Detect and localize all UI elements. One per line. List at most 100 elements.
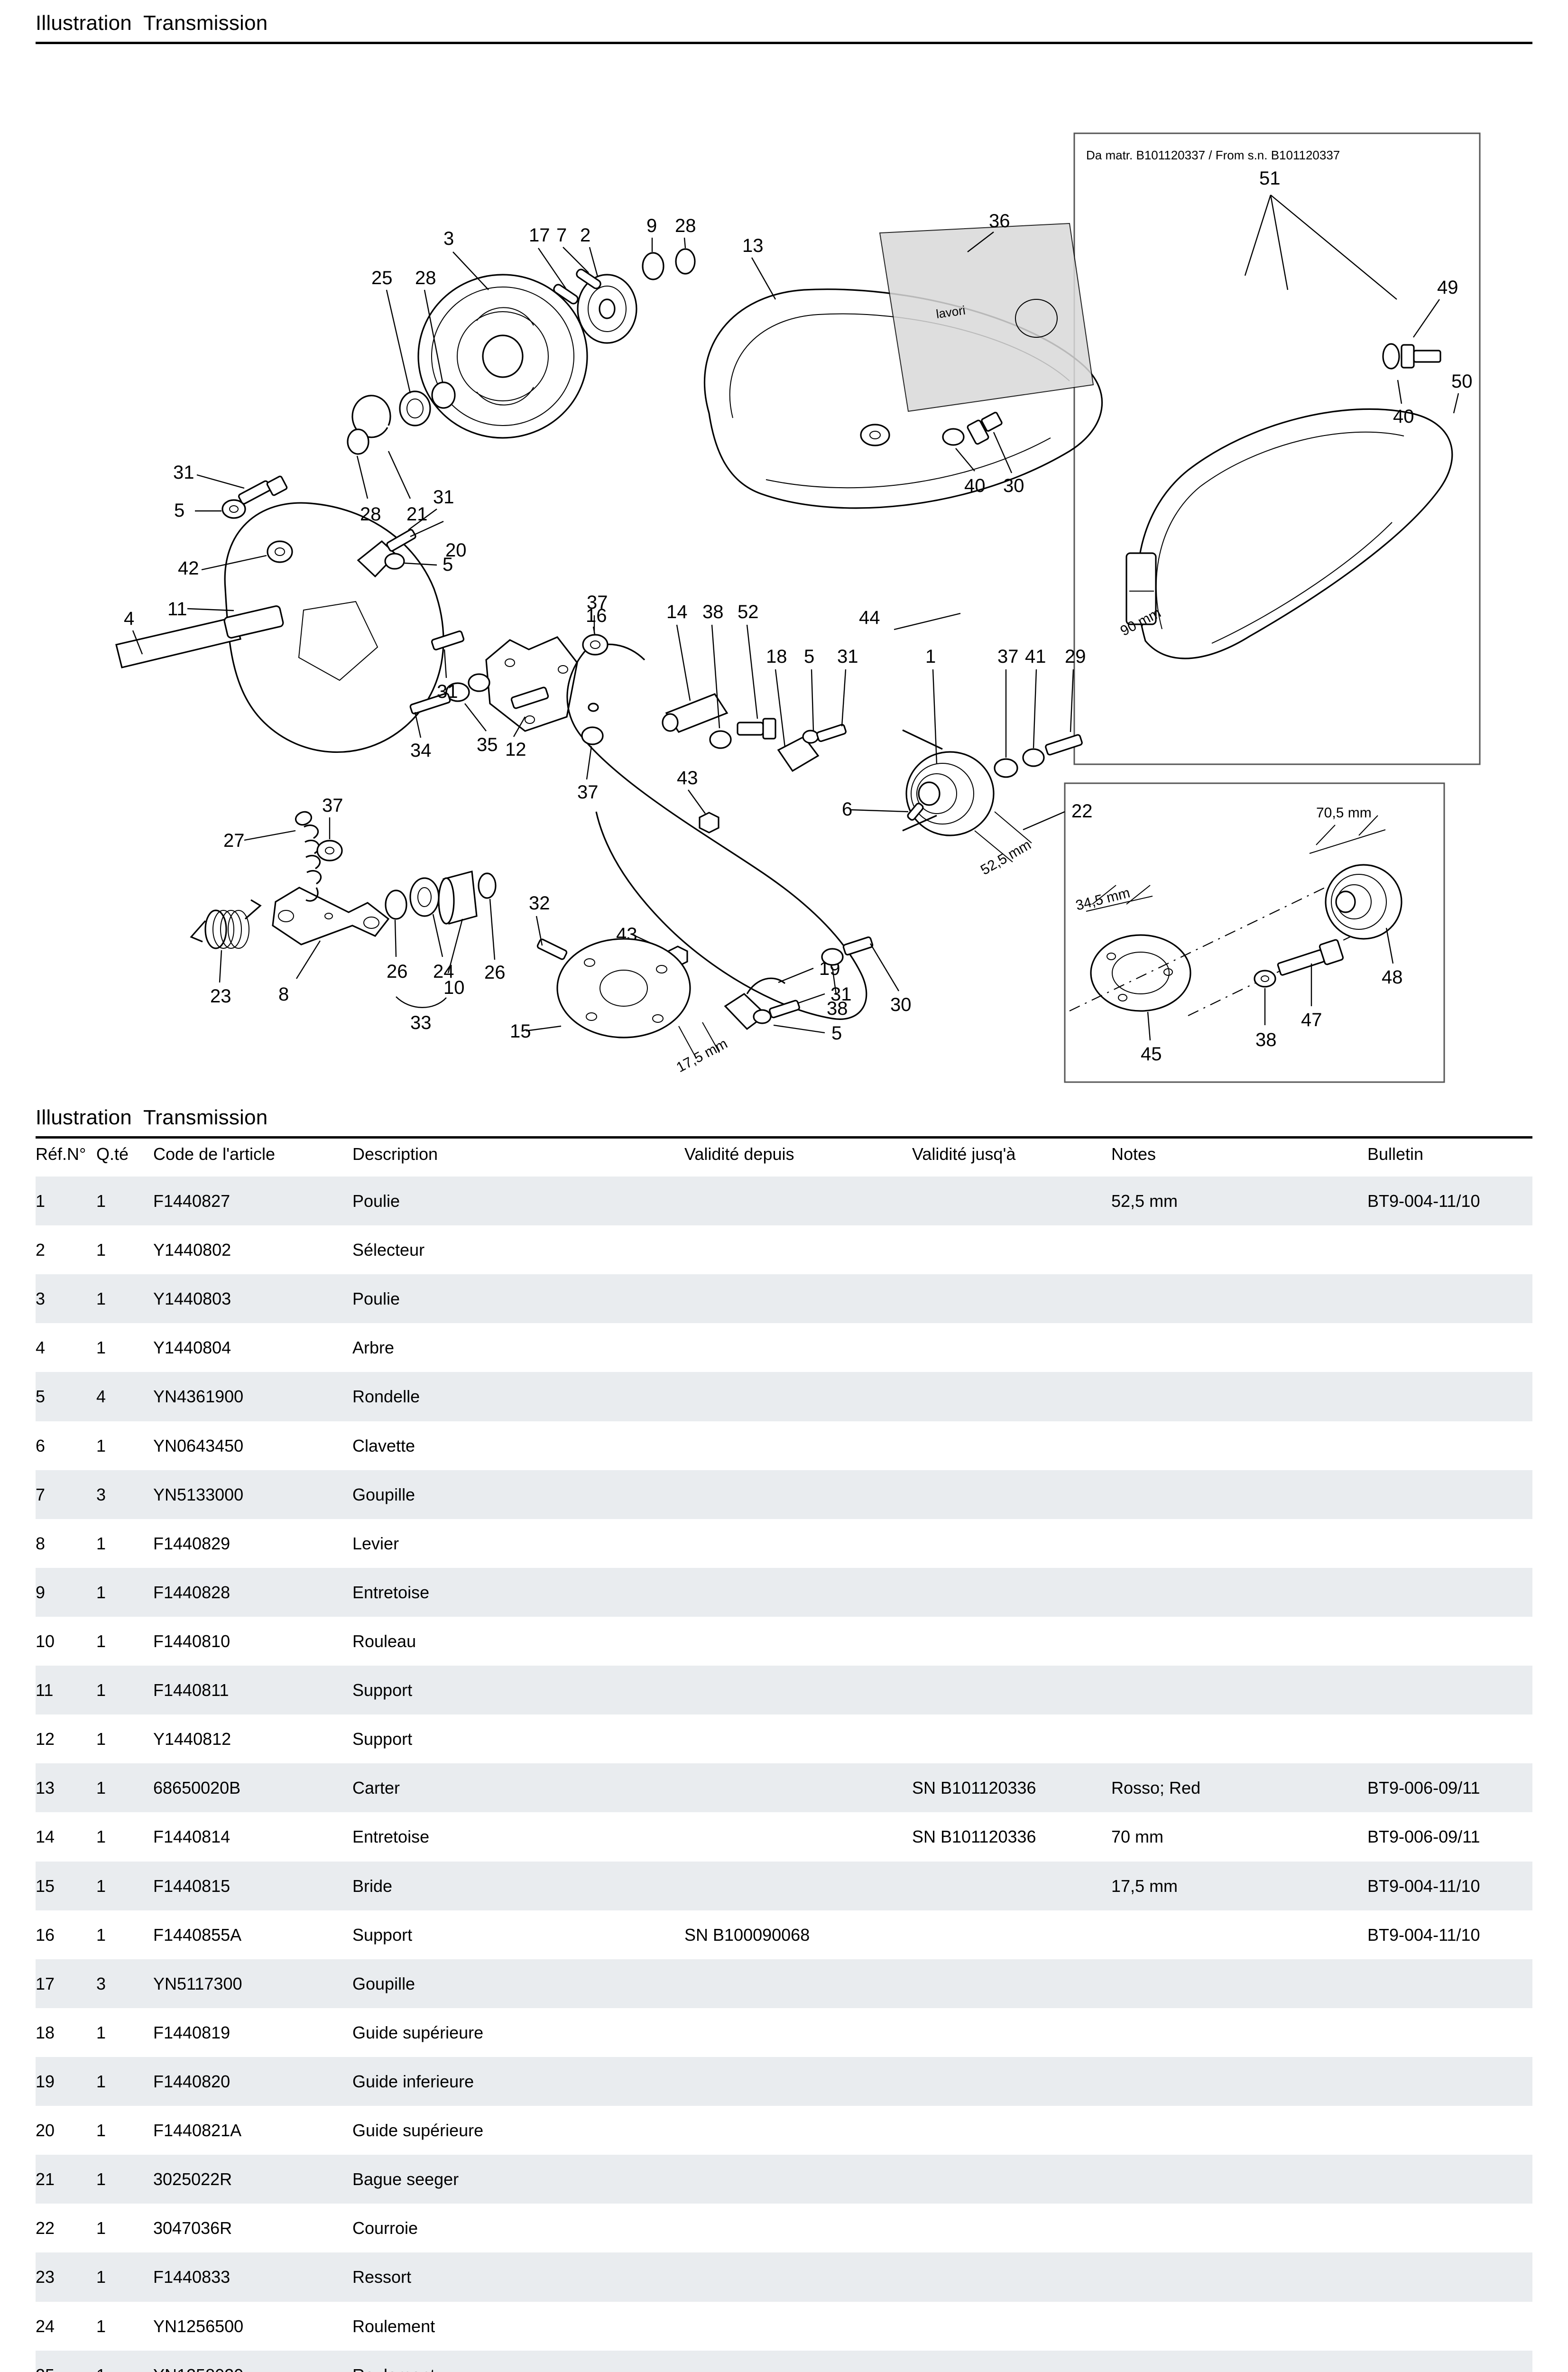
cell-notes [1111,2204,1367,2252]
cell-qty: 3 [96,1484,106,1504]
table-row[interactable]: 1 1 F1440827 Poulie 52,5 mm BT9-004-11/10 [36,1177,1532,1226]
callout-37-d: 37 [322,795,343,816]
cell-code: F1440810 [153,1631,231,1651]
parts-catalog-page: Illustration Transmission .ln { fill:non… [0,5,1568,2372]
table-row[interactable]: 14 1 F1440814 Entretoise SN B101120336 70 mm B… [36,1812,1532,1861]
table-row[interactable]: 7 3 YN5133000 Goupille [36,1470,1532,1519]
parts-table-1: Réf.N° Q.té Code de l'article Descriptio… [36,1139,1532,2372]
cell-notes [1111,1519,1367,1568]
table-row[interactable]: 24 1 YN1256500 Roulement [36,2302,1532,2351]
cell-notes [1111,1470,1367,1519]
cell-valid-to [912,2057,1111,2106]
cell-qty: 1 [96,2071,106,2091]
cell-code: YN0643450 [153,1436,244,1455]
cell-code: Y1440802 [153,1240,231,1260]
callout-20: 20 [445,540,467,561]
callout-31-c: 31 [837,646,858,667]
callout-41: 41 [1025,646,1046,667]
inset-callout-45: 45 [1141,1044,1162,1065]
table-row[interactable]: 5 4 YN4361900 Rondelle [36,1372,1532,1421]
exploded-diagram: .ln { fill:none; stroke:#000; stroke-wid… [36,53,1532,1087]
table-row[interactable]: 9 1 F1440828 Entretoise [36,1567,1532,1617]
cell-qty: 1 [96,1876,106,1896]
cell-ref: 25 [36,2351,96,2372]
callout-49: 49 [1437,277,1458,298]
cell-bulletin [1367,1666,1532,1714]
th-qty: Q.té [96,1144,129,1164]
table-row[interactable]: 4 1 Y1440804 Arbre [36,1323,1532,1372]
cell-ref: 24 [36,2316,55,2336]
callout-52: 52 [738,602,759,622]
table-row[interactable]: 22 1 3047036R Courroie [36,2204,1532,2252]
cell-qty: 1 [96,2218,106,2238]
cell-ref: 23 [36,2267,55,2287]
callout-31-a: 31 [173,462,194,483]
callout-40: 40 [1393,406,1414,427]
th-ref: Réf.N° [36,1144,86,1164]
table-header: Réf.N° Q.té Code de l'article Descriptio… [36,1139,1532,1177]
cell-description: Goupille [352,1484,415,1504]
cell-valid-from [684,2302,912,2351]
cell-valid-to [912,1617,1111,1666]
cell-description: Rouleau [352,1631,416,1651]
table-row[interactable]: 2 1 Y1440802 Sélecteur [36,1225,1532,1274]
callout-31-d: 31 [830,984,852,1005]
cell-valid-from [684,2204,912,2252]
table-row[interactable]: 20 1 F1440821A Guide supérieure [36,2106,1532,2155]
table-row[interactable]: 23 1 F1440833 Ressort [36,2252,1532,2302]
callout-36: 36 [989,211,1010,232]
cell-bulletin: BT9-004-11/10 [1367,1191,1480,1211]
cell-description: Ressort [352,2267,412,2287]
cell-bulletin: BT9-006-09/11 [1367,1778,1480,1798]
cell-valid-to [912,2351,1111,2372]
cell-bulletin [1367,1421,1532,1470]
cell-bulletin [1367,1617,1532,1666]
cell-ref: 16 [36,1925,55,1945]
table-row[interactable]: 10 1 F1440810 Rouleau [36,1617,1532,1666]
cell-code: F1440815 [153,1876,231,1896]
table-row[interactable]: 18 1 F1440819 Guide supérieure [36,2008,1532,2057]
table-row[interactable]: 19 1 F1440820 Guide inferieure [36,2057,1532,2106]
cell-valid-from [684,2106,912,2155]
exploded-diagram-svg: .ln { fill:none; stroke:#000; stroke-wid… [115,132,1481,1083]
callout-10: 10 [443,977,465,998]
dim-52-5mm: 52,5 mm [978,837,1034,878]
table-row[interactable]: 251YN1258020Roulement [36,2350,1532,2372]
cell-valid-from [684,1617,912,1666]
table-row[interactable]: 21 1 3025022R Bague seeger [36,2155,1532,2204]
page-title: Illustration Transmission [36,11,268,35]
cell-bulletin: BT9-006-09/11 [1367,1827,1480,1847]
cell-qty: 1 [96,1240,106,1260]
callout-34: 34 [410,740,432,761]
cell-notes [1111,2106,1367,2155]
cell-qty: 3 [96,1974,106,1993]
cell-valid-to [912,1372,1111,1421]
cell-valid-to: SN B101120336 [912,1827,1036,1847]
table-row[interactable]: 8 1 F1440829 Levier [36,1519,1532,1568]
cell-description: Guide supérieure [352,2022,484,2042]
table-row[interactable]: 3 1 Y1440803 Poulie [36,1274,1532,1324]
cell-notes [1111,1666,1367,1714]
callout-5-c: 5 [804,646,814,667]
callout-2: 2 [580,225,590,246]
cell-valid-from [684,1763,912,1812]
table-row[interactable]: 15 1 F1440815 Bride 17,5 mm BT9-004-11/10 [36,1861,1532,1910]
inset-callout-48: 48 [1382,967,1403,988]
table-row[interactable]: 12 1 Y1440812 Support [36,1714,1532,1763]
table-row[interactable]: 16 1 F1440855A Support SN B100090068 BT9-004-… [36,1910,1532,1959]
table-row[interactable]: 17 3 YN5117300 Goupille [36,1959,1532,2008]
cell-valid-from [684,1714,912,1763]
inset-callout-47: 47 [1301,1010,1322,1030]
cell-valid-to [912,1910,1111,1959]
cell-ref: 4 [36,1338,46,1358]
cell-qty: 1 [96,1436,106,1455]
table-row[interactable]: 6 1 YN0643450 Clavette [36,1421,1532,1470]
table-row[interactable]: 13 1 68650020B Carter SN B101120336 Rosso; Re… [36,1763,1532,1813]
table-row[interactable]: 11 1 F1440811 Support [36,1666,1532,1715]
main-assembly: 3 2 17 7 [115,211,1103,1075]
cell-notes [1111,2008,1367,2057]
cell-bulletin: BT9-004-11/10 [1367,1876,1480,1896]
th-code: Code de l'article [153,1144,276,1164]
cell-qty: 1 [96,1191,106,1211]
callout-5-b: 5 [443,554,453,575]
